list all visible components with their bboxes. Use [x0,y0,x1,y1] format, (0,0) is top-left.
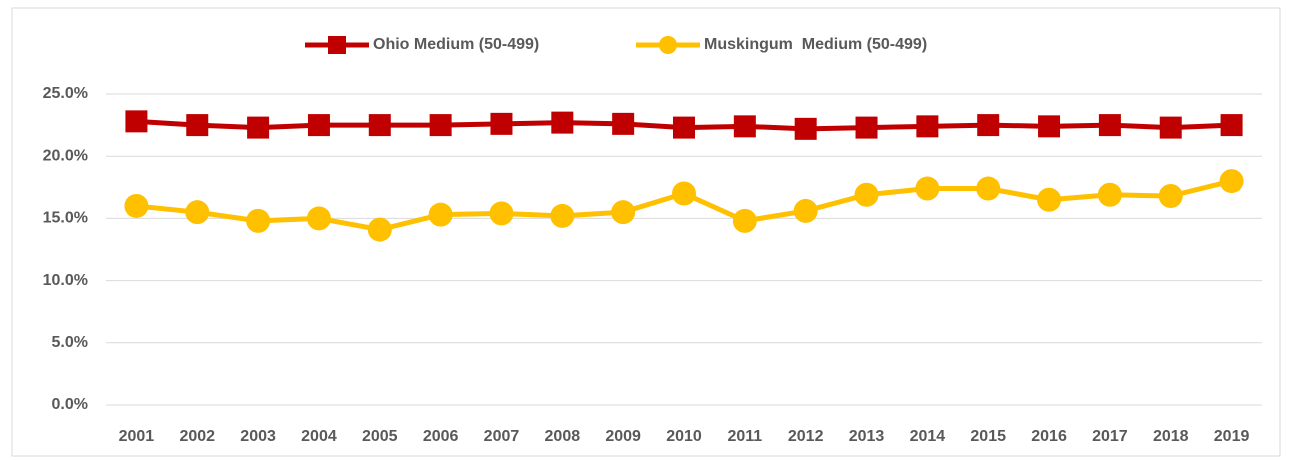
data-point [855,116,878,139]
data-point [306,206,331,231]
data-point [854,182,879,207]
x-tick-label: 2014 [910,428,946,445]
x-tick-label: 2005 [362,428,398,445]
data-point [1220,114,1243,137]
x-tick-label: 2018 [1153,428,1189,445]
x-tick-label: 2010 [666,428,702,445]
y-tick-label: 0.0% [52,396,88,413]
data-point [732,208,757,233]
x-tick-label: 2003 [240,428,276,445]
data-point [247,116,270,139]
x-tick-label: 2012 [788,428,824,445]
x-tick-label: 2009 [605,428,641,445]
data-point [186,114,209,137]
data-point [916,115,939,138]
data-point [367,217,392,242]
data-point [1037,187,1062,212]
y-tick-label: 20.0% [43,147,88,164]
data-point [125,110,148,133]
data-point [1158,184,1183,209]
x-tick-label: 2002 [179,428,215,445]
data-point [612,112,635,135]
data-point [428,202,453,227]
x-tick-label: 2008 [545,428,581,445]
data-point [490,112,513,135]
x-tick-label: 2017 [1092,428,1128,445]
x-tick-label: 2019 [1214,428,1250,445]
data-point [1097,182,1122,207]
data-point [550,203,575,228]
data-point [977,114,1000,137]
data-point [307,114,330,137]
x-tick-label: 2007 [484,428,520,445]
x-tick-label: 2013 [849,428,885,445]
data-point [368,114,391,137]
y-tick-label: 5.0% [52,334,88,351]
data-point [976,176,1001,201]
x-tick-label: 2015 [970,428,1006,445]
data-point [1159,116,1182,139]
legend-label: Ohio Medium (50-499) [373,36,539,53]
x-tick-label: 2011 [727,428,762,445]
legend-marker [659,36,677,54]
x-tick-label: 2016 [1031,428,1067,445]
y-tick-label: 15.0% [43,210,88,227]
x-tick-label: 2004 [301,428,337,445]
data-point [733,115,756,138]
data-point [489,201,514,226]
data-point [185,200,210,225]
data-point [1038,115,1061,138]
data-point [246,208,271,233]
data-point [1219,169,1244,194]
y-tick-label: 10.0% [43,272,88,289]
data-point [611,200,636,225]
data-point [1098,114,1121,137]
data-point [794,117,817,140]
data-point [429,114,452,137]
x-tick-label: 2006 [423,428,459,445]
chart-frame [11,7,1281,457]
data-point [124,193,149,218]
x-tick-label: 2001 [119,428,155,445]
legend-marker [328,36,346,54]
data-point [672,181,696,206]
y-tick-label: 25.0% [43,85,88,102]
data-point [793,198,818,223]
legend-label: Muskingum Medium (50-499) [704,36,927,53]
data-point [551,111,574,134]
data-point [673,116,695,139]
data-point [915,176,940,201]
